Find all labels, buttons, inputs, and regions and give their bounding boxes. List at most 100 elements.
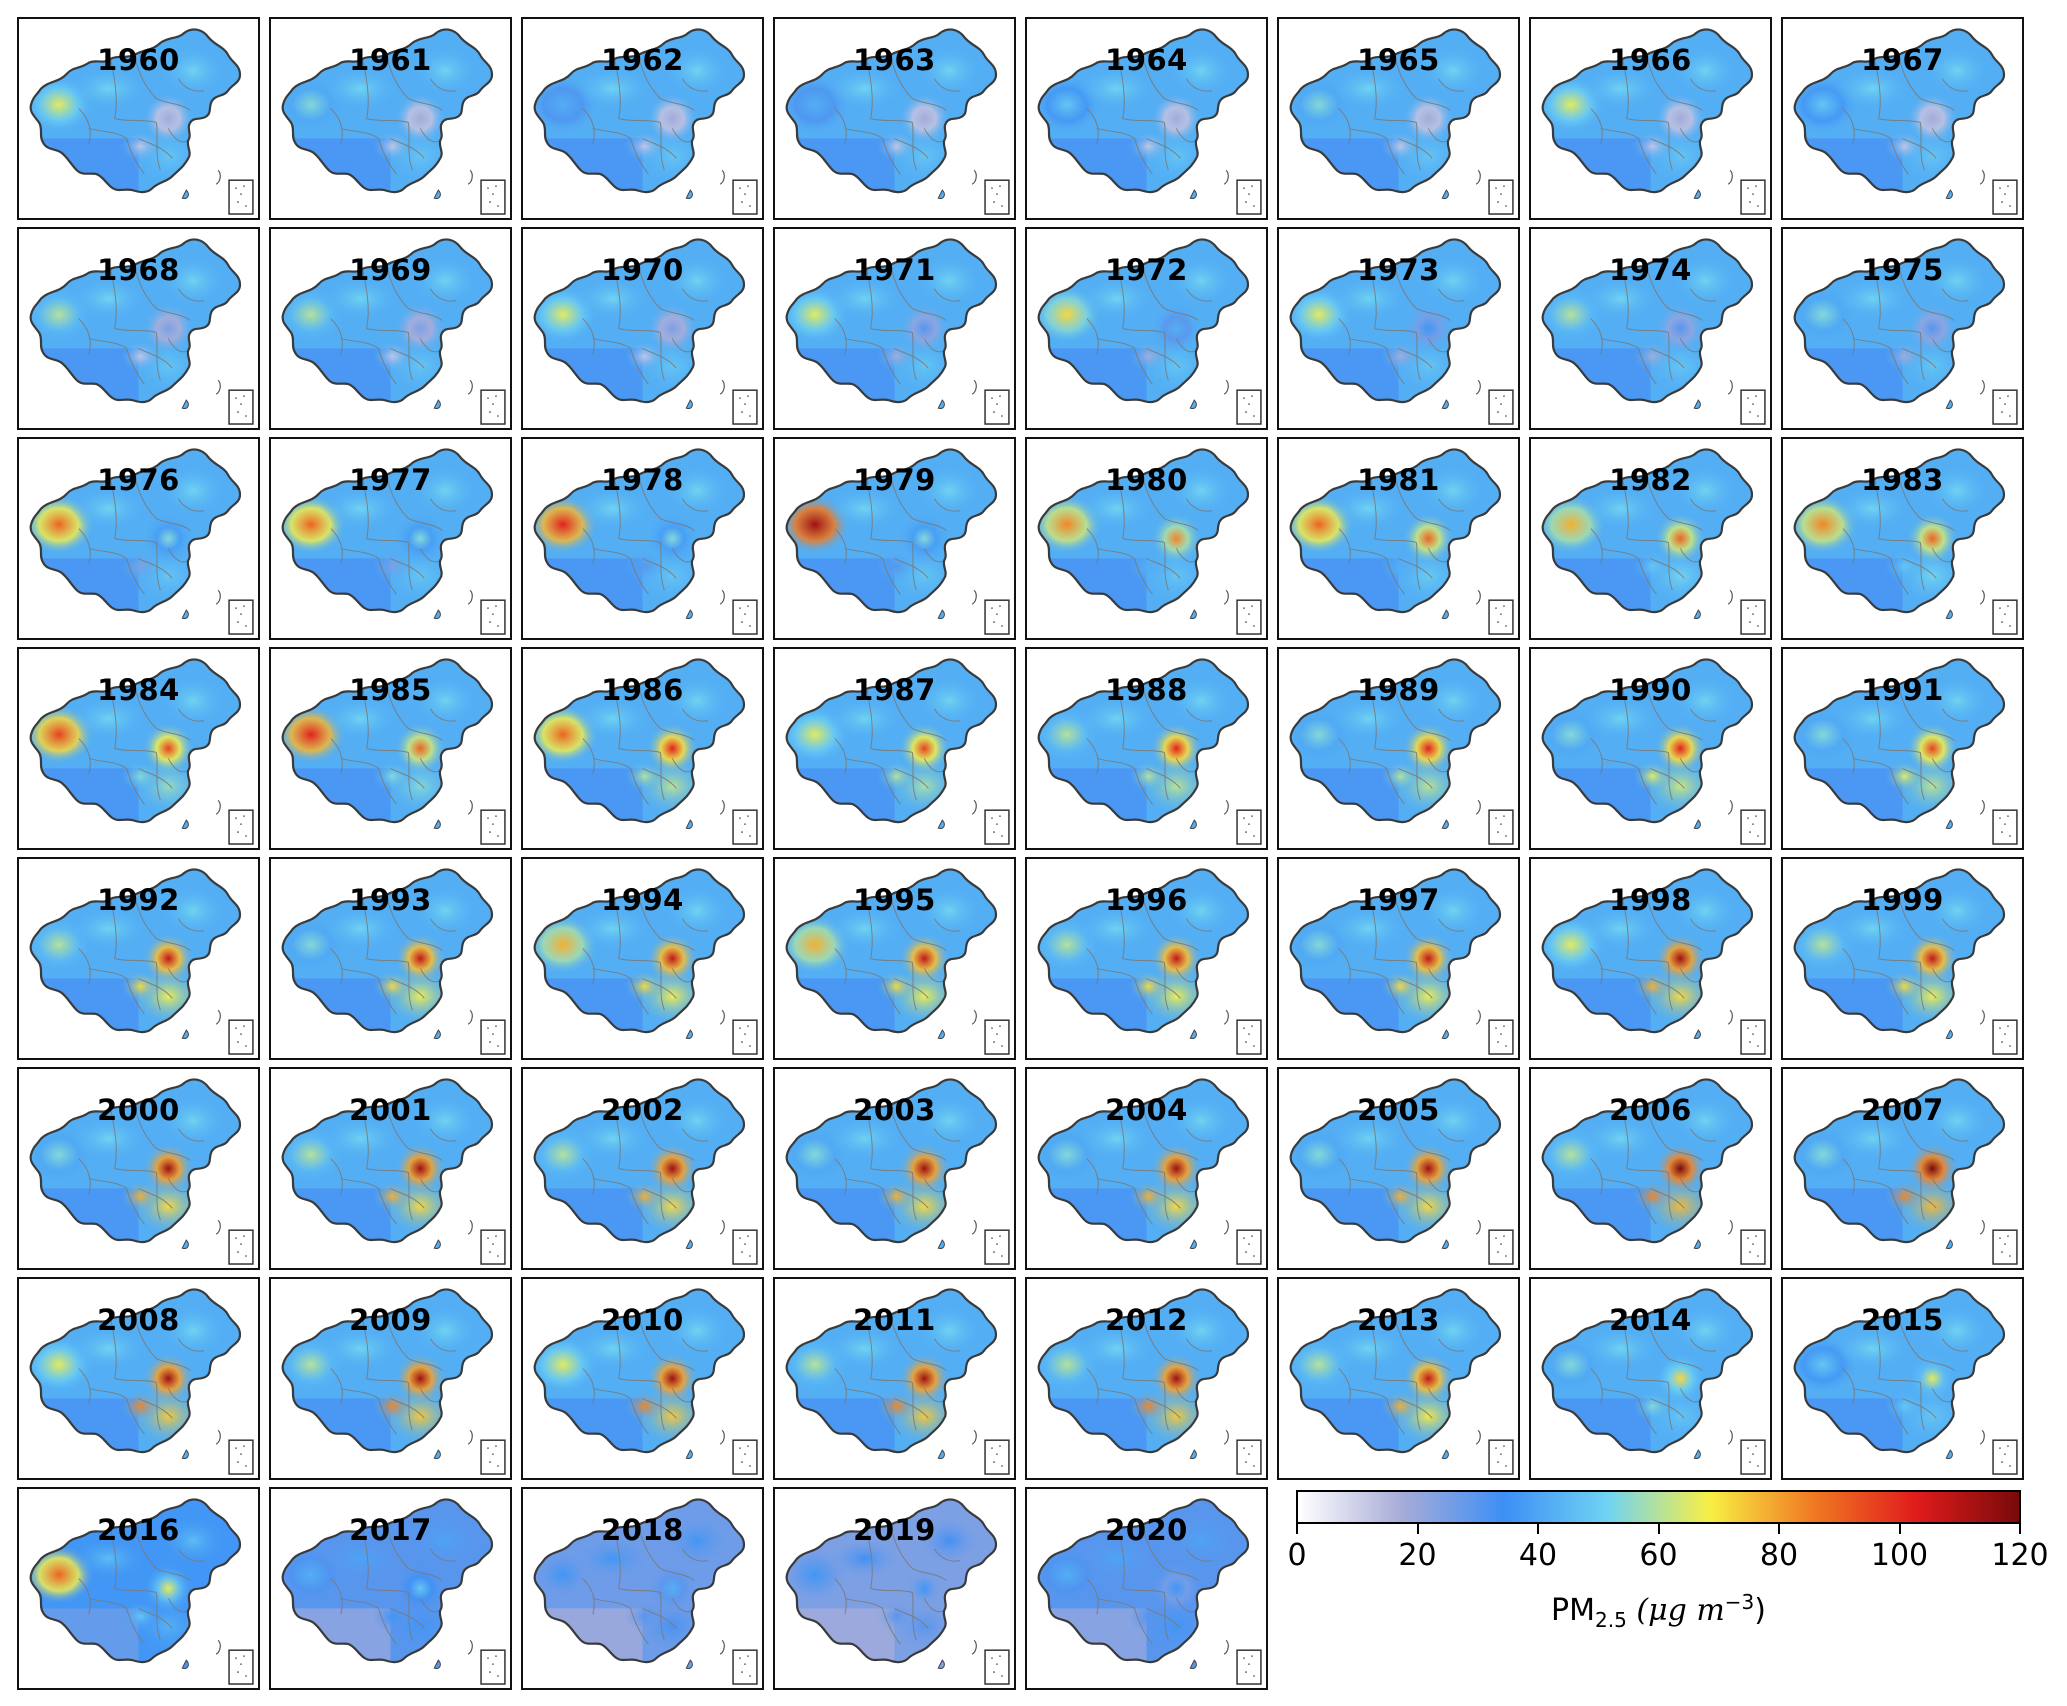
year-label: 2015	[1861, 1303, 1944, 1337]
year-label: 1989	[1357, 673, 1440, 707]
year-map-panel: 1971	[773, 227, 1016, 430]
china-map	[785, 1078, 1010, 1265]
china-map	[785, 1288, 1010, 1475]
china-map	[1289, 1288, 1514, 1475]
year-label: 2012	[1105, 1303, 1188, 1337]
year-label: 2004	[1105, 1093, 1188, 1127]
year-label: 1961	[349, 43, 432, 77]
china-map	[281, 448, 506, 635]
year-map-panel: 2006	[1529, 1067, 1772, 1270]
year-map-panel: 1965	[1277, 17, 1520, 220]
year-map-panel: 2018	[521, 1487, 764, 1690]
china-map	[533, 868, 758, 1055]
year-label: 2018	[601, 1513, 684, 1547]
colorbar-tick	[1537, 1524, 1539, 1534]
year-map-panel: 1979	[773, 437, 1016, 640]
year-map-panel: 1976	[17, 437, 260, 640]
year-map-panel: 2019	[773, 1487, 1016, 1690]
china-map	[1541, 658, 1766, 845]
year-label: 1969	[349, 253, 432, 287]
year-label: 1984	[97, 673, 180, 707]
china-map	[1541, 448, 1766, 635]
china-map	[1289, 28, 1514, 215]
china-map	[1793, 238, 2018, 425]
year-label: 1998	[1609, 883, 1692, 917]
colorbar-tick	[1898, 1524, 1901, 1534]
year-label: 1980	[1105, 463, 1188, 497]
year-map-panel: 1973	[1277, 227, 1520, 430]
year-label: 1990	[1609, 673, 1692, 707]
year-label: 2008	[97, 1303, 180, 1337]
china-map	[1037, 868, 1262, 1055]
china-map	[281, 28, 506, 215]
china-map	[785, 1498, 1010, 1685]
year-label: 1979	[853, 463, 936, 497]
year-map-panel: 1968	[17, 227, 260, 430]
year-label: 1967	[1861, 43, 1944, 77]
colorbar-tick-label: 40	[1518, 1538, 1558, 1573]
year-map-panel: 1995	[773, 857, 1016, 1060]
year-label: 1987	[853, 673, 936, 707]
china-map	[1541, 868, 1766, 1055]
year-label: 1978	[601, 463, 684, 497]
colorbar-gradient	[1296, 1490, 2021, 1524]
year-map-panel: 1964	[1025, 17, 1268, 220]
year-map-panel: 1989	[1277, 647, 1520, 850]
year-map-panel: 1992	[17, 857, 260, 1060]
year-map-panel: 1990	[1529, 647, 1772, 850]
colorbar-tick-label: 0	[1287, 1538, 1307, 1573]
china-map	[1037, 1498, 1262, 1685]
year-label: 1988	[1105, 673, 1188, 707]
year-map-panel: 1960	[17, 17, 260, 220]
china-map	[29, 1288, 254, 1475]
year-map-panel: 1991	[1781, 647, 2024, 850]
year-map-panel: 1996	[1025, 857, 1268, 1060]
year-label: 1983	[1861, 463, 1944, 497]
year-map-panel: 1988	[1025, 647, 1268, 850]
year-map-panel: 1994	[521, 857, 764, 1060]
year-map-panel: 1993	[269, 857, 512, 1060]
china-map	[1793, 28, 2018, 215]
year-map-panel: 1962	[521, 17, 764, 220]
year-label: 1964	[1105, 43, 1188, 77]
china-map	[533, 1498, 758, 1685]
china-map	[1037, 1078, 1262, 1265]
year-label: 1968	[97, 253, 180, 287]
year-label: 1991	[1861, 673, 1944, 707]
china-map	[1289, 238, 1514, 425]
china-map	[29, 658, 254, 845]
year-map-panel: 2002	[521, 1067, 764, 1270]
year-label: 1962	[601, 43, 684, 77]
china-map	[1541, 1288, 1766, 1475]
year-label: 1999	[1861, 883, 1944, 917]
year-map-panel: 1977	[269, 437, 512, 640]
china-map	[1037, 658, 1262, 845]
year-map-panel: 1961	[269, 17, 512, 220]
china-map	[1793, 1078, 2018, 1265]
china-map	[533, 448, 758, 635]
year-map-panel: 1987	[773, 647, 1016, 850]
china-map	[281, 868, 506, 1055]
colorbar-tick-label: 100	[1870, 1538, 1929, 1573]
colorbar-tick-label: 60	[1639, 1538, 1678, 1573]
year-label: 2014	[1609, 1303, 1692, 1337]
year-label: 2001	[349, 1093, 432, 1127]
china-map	[533, 1288, 758, 1475]
colorbar-tick	[1416, 1524, 1419, 1534]
china-map	[29, 238, 254, 425]
year-label: 1960	[97, 43, 180, 77]
colorbar-tick-label: 80	[1759, 1538, 1799, 1573]
year-map-panel: 2003	[773, 1067, 1016, 1270]
year-map-panel: 1970	[521, 227, 764, 430]
year-label: 1994	[601, 883, 684, 917]
china-map	[533, 658, 758, 845]
china-map	[29, 28, 254, 215]
year-map-panel: 1981	[1277, 437, 1520, 640]
year-map-panel: 2004	[1025, 1067, 1268, 1270]
year-label: 2007	[1861, 1093, 1944, 1127]
year-label: 2005	[1357, 1093, 1440, 1127]
year-map-panel: 1978	[521, 437, 764, 640]
china-map	[1037, 28, 1262, 215]
year-label: 1993	[349, 883, 432, 917]
